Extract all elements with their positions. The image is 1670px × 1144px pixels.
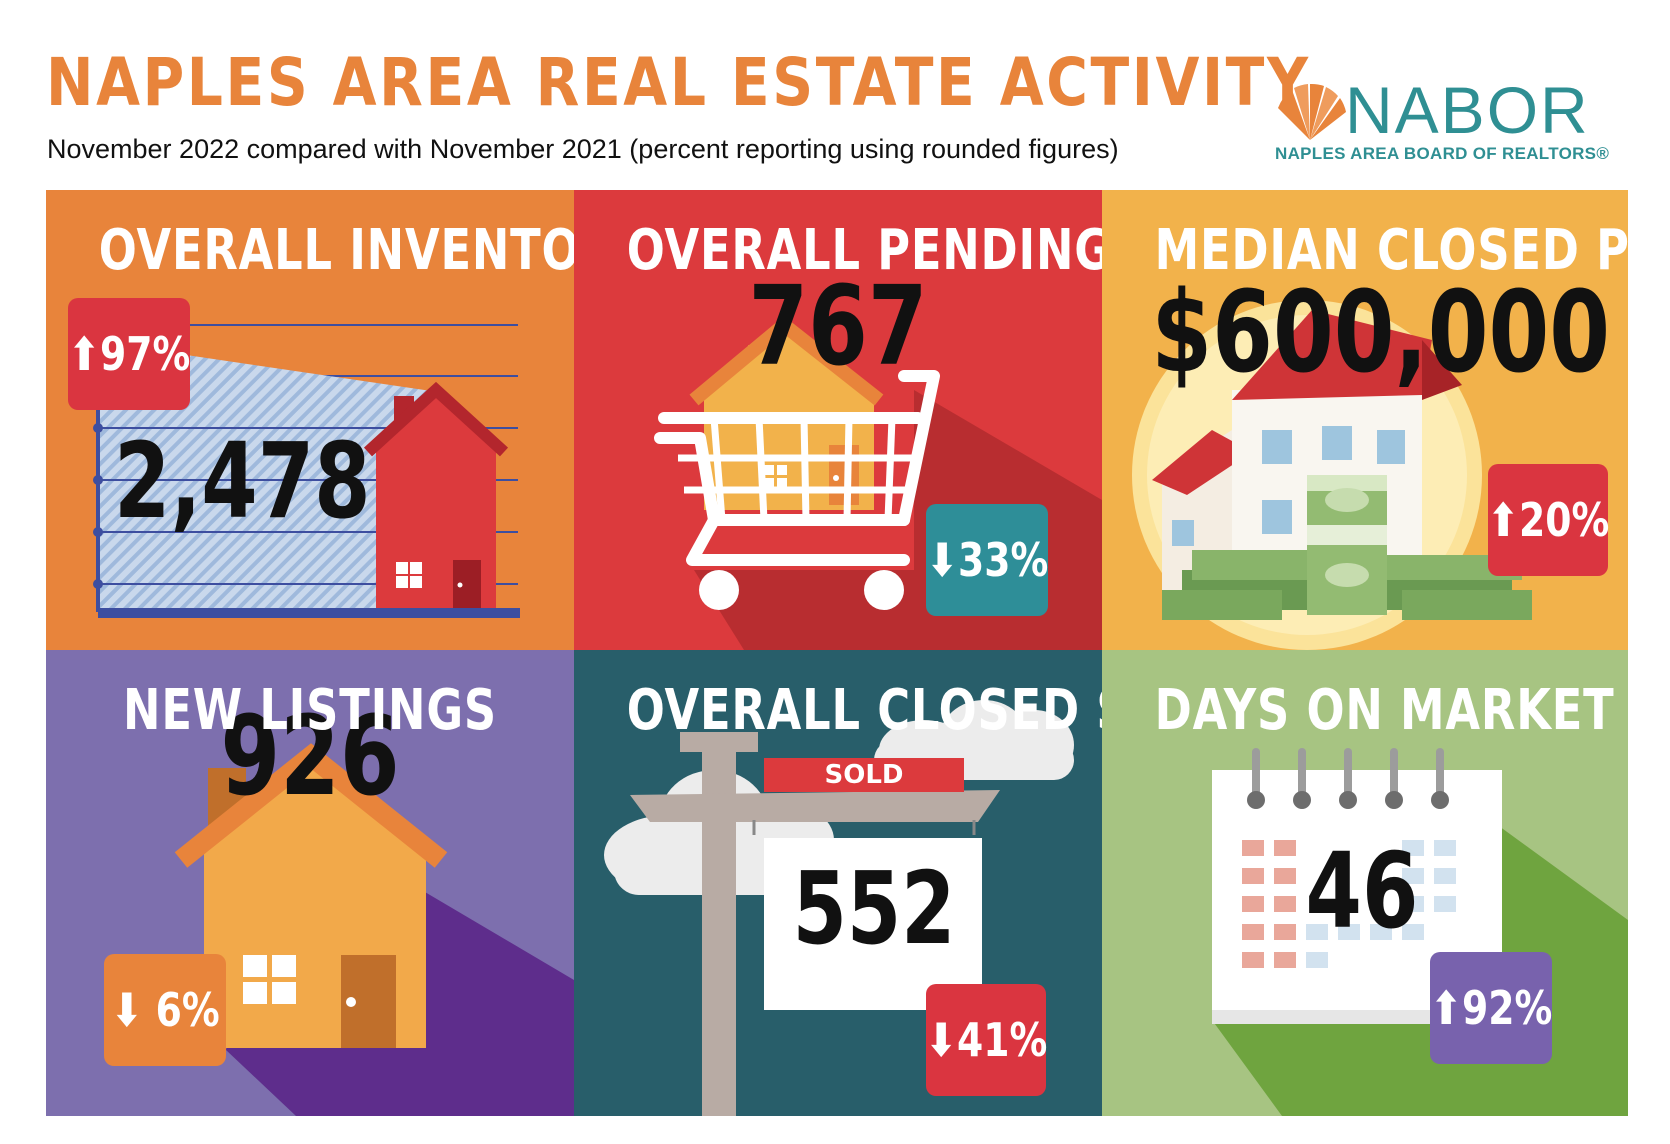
up-arrow-icon: ⬆ [68, 327, 100, 381]
inventory-value: 2,478 [114, 420, 371, 542]
inventory-title: OVERALL INVENTORY [98, 218, 574, 283]
pending-change-badge: ⬇33% [926, 504, 1048, 616]
median-title: MEDIAN CLOSED PRICE [1154, 218, 1628, 283]
listings-title: NEW LISTINGS [123, 678, 497, 743]
closed-value: 552 [792, 850, 956, 967]
closed-change-badge: ⬇41% [925, 984, 1047, 1096]
closed-title: OVERALL CLOSED SALES [626, 678, 1102, 743]
down-arrow-icon: ⬇ [926, 533, 958, 587]
panel-overall-closed-sales: SOLD 552 OVERALL CLOSED SALES ⬇41% [574, 650, 1102, 1116]
panel-overall-inventory: 2,478 OVERALL INVENTORY ⬆97% [46, 190, 574, 650]
nabor-logo: NABOR NAPLES AREA BOARD OF REALTORS® [1270, 73, 1610, 173]
up-arrow-icon: ⬆ [1487, 493, 1519, 547]
house-money-icon [1132, 300, 1532, 650]
panel-new-listings: 926 NEW LISTINGS ⬇ 6% [46, 650, 574, 1116]
down-arrow-icon: ⬇ [110, 983, 143, 1037]
sold-rider-label: SOLD [824, 760, 904, 790]
days-change-badge: ⬆92% [1430, 952, 1552, 1064]
pending-title: OVERALL PENDING SALES [626, 218, 1102, 283]
house-icon [174, 743, 574, 1116]
page-subtitle: November 2022 compared with November 202… [47, 134, 1119, 164]
page-title: NAPLES AREA REAL ESTATE ACTIVITY [46, 44, 1311, 121]
up-arrow-icon: ⬆ [1430, 981, 1462, 1035]
panel-overall-pending-sales: 767 OVERALL PENDING SALES ⬇33% [574, 190, 1102, 650]
days-title: DAYS ON MARKET [1154, 678, 1615, 743]
median-change-badge: ⬆20% [1487, 464, 1609, 576]
sold-sign-icon [604, 700, 1074, 1116]
listings-value: 926 [220, 692, 400, 820]
median-value: $600,000 [1151, 268, 1611, 398]
down-arrow-icon: ⬇ [925, 1013, 957, 1067]
pending-value: 767 [748, 262, 928, 390]
panel-median-closed-price: $600,000 MEDIAN CLOSED PRICE ⬆20% [1102, 190, 1628, 650]
panel-days-on-market: 46 DAYS ON MARKET ⬆92% [1102, 650, 1628, 1116]
logo-tagline: NAPLES AREA BOARD OF REALTORS® [1275, 144, 1610, 163]
inventory-change-badge: ⬆97% [68, 298, 190, 410]
days-value: 46 [1305, 830, 1419, 952]
logo-name: NABOR [1345, 73, 1590, 147]
listings-change-badge: ⬇ 6% [104, 954, 226, 1066]
shell-logo-icon [1278, 83, 1346, 140]
